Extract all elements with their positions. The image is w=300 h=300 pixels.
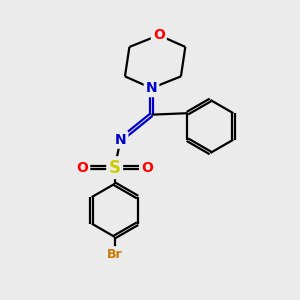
Text: N: N [146, 81, 157, 95]
Text: N: N [115, 133, 126, 147]
Text: O: O [153, 28, 165, 42]
Text: Br: Br [107, 248, 122, 261]
Text: S: S [109, 159, 121, 177]
Text: O: O [76, 161, 88, 175]
Text: O: O [141, 161, 153, 175]
